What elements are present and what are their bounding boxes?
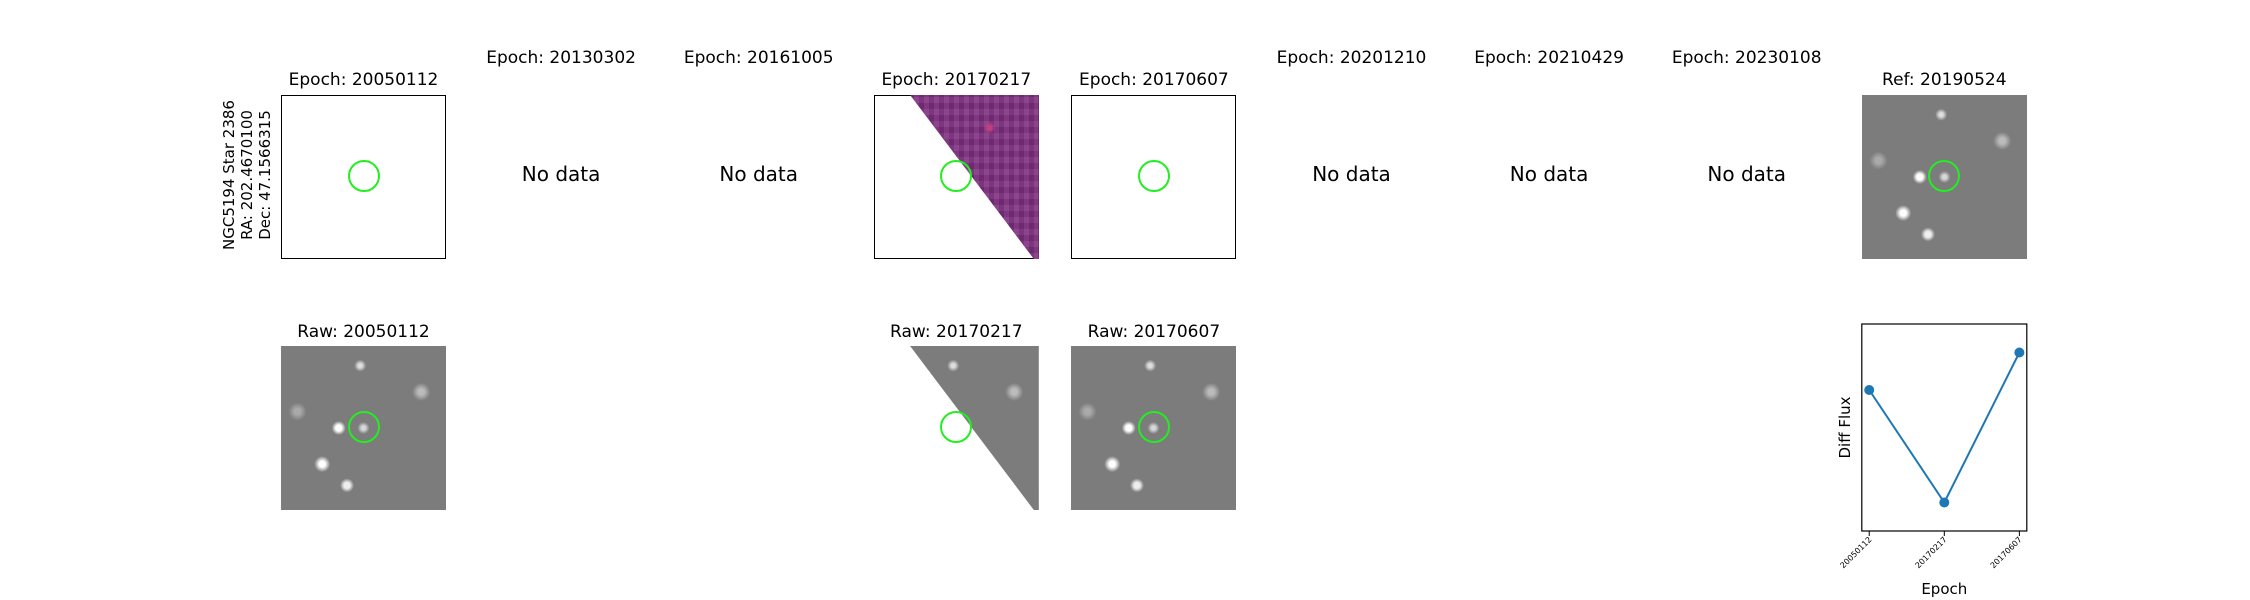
data-point — [2014, 347, 2025, 358]
raw-title: Raw: 20050112 — [297, 322, 430, 342]
ref-title: Ref: 20190524 — [1882, 70, 2007, 90]
no-data-message: No data — [521, 162, 601, 186]
aperture-circle — [1137, 411, 1170, 443]
raw-title: Raw: 20170607 — [1087, 322, 1221, 342]
ref-image — [1861, 95, 2027, 259]
panel-title: Epoch: 20170217 — [881, 70, 1032, 90]
no-data-message: No data — [1707, 162, 1786, 186]
aperture-circle — [347, 160, 380, 192]
x-tick-label: 20050112 — [1838, 535, 1873, 570]
x-tick-label: 20170217 — [1914, 535, 1949, 570]
no-data-message: No data — [1312, 162, 1391, 186]
data-line — [1868, 352, 2021, 505]
y-axis-label: Diff Flux — [1836, 396, 1854, 458]
panel-title: Epoch: 20201210 — [1276, 48, 1427, 68]
no-data-message: No data — [719, 162, 798, 186]
aperture-circle — [940, 160, 973, 192]
panel-title: Epoch: 20170607 — [1079, 70, 1229, 90]
diff-image — [1071, 95, 1237, 259]
panel-title: Epoch: 20161005 — [683, 48, 834, 68]
no-data-message: No data — [1509, 162, 1589, 186]
x-tick-label: 20170607 — [1989, 535, 2024, 570]
panel-title: Epoch: 20230108 — [1671, 48, 1822, 68]
panel-title: Epoch: 20130302 — [486, 48, 636, 68]
raw-image — [1071, 346, 1237, 510]
data-point — [1939, 497, 1950, 508]
aperture-circle — [347, 411, 380, 443]
data-point — [1864, 385, 1875, 395]
aperture-circle — [1928, 160, 1961, 192]
diff-image — [281, 95, 446, 259]
panel-title: Epoch: 20050112 — [288, 70, 439, 90]
raw-title: Raw: 20170217 — [890, 322, 1023, 342]
x-axis-label: Epoch — [1921, 580, 1967, 598]
aperture-circle — [1137, 160, 1170, 192]
aperture-circle — [940, 411, 973, 443]
panel-title: Epoch: 20210429 — [1474, 48, 1624, 68]
